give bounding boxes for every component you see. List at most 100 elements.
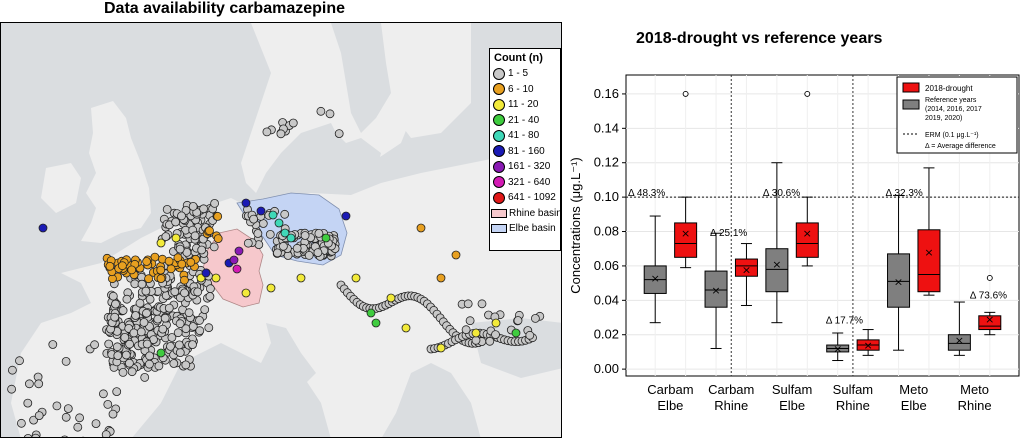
station-marker[interactable]	[179, 275, 189, 285]
station-marker[interactable]	[477, 299, 487, 309]
station-marker[interactable]	[280, 209, 290, 219]
station-marker[interactable]	[101, 430, 111, 438]
station-marker[interactable]	[525, 330, 535, 340]
station-marker[interactable]	[121, 350, 131, 360]
station-marker[interactable]	[314, 228, 324, 238]
station-marker[interactable]	[416, 223, 426, 233]
station-marker[interactable]	[154, 361, 164, 371]
station-marker[interactable]	[292, 243, 302, 253]
station-marker[interactable]	[164, 256, 174, 266]
station-marker[interactable]	[232, 264, 242, 274]
station-marker[interactable]	[268, 210, 278, 220]
station-marker[interactable]	[249, 214, 259, 224]
station-marker[interactable]	[300, 231, 310, 240]
station-marker[interactable]	[465, 316, 475, 326]
station-marker[interactable]	[124, 358, 134, 368]
station-marker[interactable]	[296, 273, 306, 283]
station-marker[interactable]	[272, 248, 282, 258]
station-marker[interactable]	[139, 317, 149, 327]
station-marker[interactable]	[197, 245, 207, 255]
station-marker[interactable]	[166, 341, 175, 351]
station-marker[interactable]	[99, 389, 108, 399]
station-marker[interactable]	[122, 294, 132, 304]
station-marker[interactable]	[175, 319, 185, 329]
station-marker[interactable]	[371, 318, 381, 328]
station-marker[interactable]	[38, 223, 48, 233]
station-marker[interactable]	[436, 343, 446, 353]
station-marker[interactable]	[256, 206, 266, 216]
station-marker[interactable]	[511, 328, 521, 338]
station-marker[interactable]	[158, 324, 168, 334]
station-marker[interactable]	[108, 291, 118, 301]
station-marker[interactable]	[471, 335, 481, 345]
station-marker[interactable]	[118, 367, 128, 377]
station-marker[interactable]	[113, 351, 123, 361]
station-marker[interactable]	[188, 201, 198, 211]
station-marker[interactable]	[171, 217, 181, 227]
station-marker[interactable]	[16, 418, 26, 428]
station-marker[interactable]	[341, 211, 351, 221]
station-marker[interactable]	[136, 327, 146, 337]
station-marker[interactable]	[213, 234, 223, 244]
station-marker[interactable]	[156, 238, 166, 248]
station-marker[interactable]	[278, 241, 288, 251]
sampling-stations[interactable]	[7, 106, 545, 438]
station-marker[interactable]	[366, 308, 376, 318]
station-marker[interactable]	[142, 339, 152, 349]
station-marker[interactable]	[461, 325, 471, 335]
station-marker[interactable]	[167, 333, 177, 342]
station-marker[interactable]	[195, 315, 204, 325]
station-marker[interactable]	[209, 242, 219, 252]
station-marker[interactable]	[153, 314, 163, 324]
station-marker[interactable]	[205, 292, 215, 301]
station-marker[interactable]	[241, 288, 251, 298]
station-marker[interactable]	[195, 326, 205, 336]
station-marker[interactable]	[164, 303, 174, 313]
station-marker[interactable]	[463, 299, 473, 309]
station-marker[interactable]	[188, 340, 197, 350]
station-marker[interactable]	[135, 298, 145, 308]
station-marker[interactable]	[61, 435, 69, 438]
station-marker[interactable]	[190, 231, 200, 241]
station-marker[interactable]	[313, 248, 323, 258]
station-marker[interactable]	[188, 321, 198, 331]
station-marker[interactable]	[112, 387, 122, 397]
station-marker[interactable]	[204, 323, 214, 333]
station-marker[interactable]	[142, 257, 152, 266]
station-marker[interactable]	[229, 255, 239, 265]
station-marker[interactable]	[401, 323, 411, 333]
station-marker[interactable]	[262, 127, 272, 137]
station-marker[interactable]	[118, 306, 128, 315]
station-marker[interactable]	[131, 311, 141, 320]
station-marker[interactable]	[23, 398, 33, 408]
station-marker[interactable]	[471, 328, 481, 338]
station-marker[interactable]	[175, 244, 185, 254]
station-marker[interactable]	[34, 411, 44, 421]
station-marker[interactable]	[144, 359, 154, 369]
station-marker[interactable]	[173, 253, 183, 263]
station-marker[interactable]	[234, 246, 244, 256]
station-marker[interactable]	[266, 283, 276, 293]
station-marker[interactable]	[156, 348, 166, 358]
station-marker[interactable]	[436, 273, 446, 283]
station-marker[interactable]	[52, 401, 62, 411]
station-marker[interactable]	[243, 238, 253, 248]
station-marker[interactable]	[173, 328, 183, 338]
station-marker[interactable]	[513, 316, 523, 325]
station-marker[interactable]	[276, 129, 286, 139]
station-marker[interactable]	[274, 218, 284, 228]
station-marker[interactable]	[181, 360, 191, 370]
station-marker[interactable]	[140, 372, 150, 382]
station-marker[interactable]	[145, 351, 155, 361]
station-marker[interactable]	[112, 342, 122, 352]
station-marker[interactable]	[105, 261, 115, 271]
station-marker[interactable]	[90, 340, 99, 350]
station-marker[interactable]	[201, 268, 211, 278]
station-marker[interactable]	[120, 332, 130, 342]
station-marker[interactable]	[91, 419, 101, 429]
station-marker[interactable]	[160, 313, 170, 323]
station-marker[interactable]	[130, 279, 140, 289]
station-marker[interactable]	[34, 379, 44, 389]
station-marker[interactable]	[142, 308, 151, 318]
station-marker[interactable]	[104, 339, 114, 349]
